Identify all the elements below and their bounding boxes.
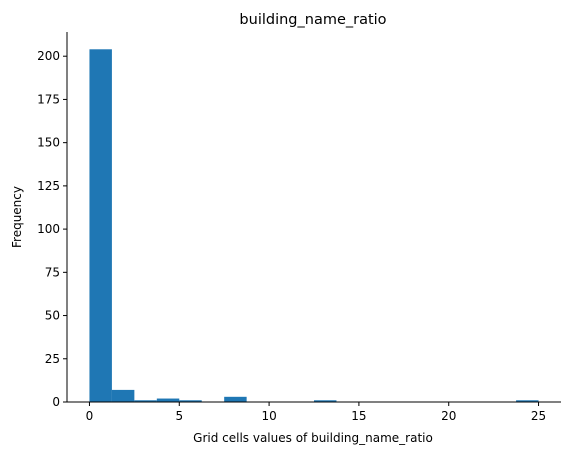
y-tick-label: 175 <box>37 92 60 106</box>
histogram-bar <box>111 389 135 402</box>
y-axis-label: Frequency <box>10 186 24 248</box>
x-tick-label: 0 <box>86 409 94 423</box>
histogram-bars <box>89 49 539 402</box>
y-tick-label: 50 <box>45 309 60 323</box>
x-tick-label: 5 <box>175 409 183 423</box>
histogram-bar <box>314 400 337 402</box>
x-axis-label: Grid cells values of building_name_ratio <box>193 431 433 445</box>
y-tick-label: 25 <box>45 352 60 366</box>
y-tick-label: 0 <box>52 395 60 409</box>
y-axis-ticks: 0 25 50 75 100 125 150 175 200 <box>37 49 67 409</box>
y-tick-label: 125 <box>37 179 60 193</box>
y-tick-label: 150 <box>37 136 60 150</box>
chart-title: building_name_ratio <box>239 12 386 28</box>
histogram-bar <box>156 398 180 402</box>
x-tick-label: 20 <box>441 409 456 423</box>
x-tick-label: 10 <box>261 409 276 423</box>
x-tick-label: 15 <box>351 409 366 423</box>
histogram-bar <box>134 400 157 402</box>
y-tick-label: 100 <box>37 222 60 236</box>
x-tick-label: 25 <box>531 409 546 423</box>
histogram-bar <box>89 49 112 402</box>
histogram-bar <box>516 400 539 402</box>
y-tick-label: 75 <box>45 265 60 279</box>
histogram-bar <box>179 400 202 402</box>
histogram-bar <box>224 396 247 402</box>
y-tick-label: 200 <box>37 49 60 63</box>
x-axis-ticks: 0 5 10 15 20 25 <box>86 402 546 423</box>
